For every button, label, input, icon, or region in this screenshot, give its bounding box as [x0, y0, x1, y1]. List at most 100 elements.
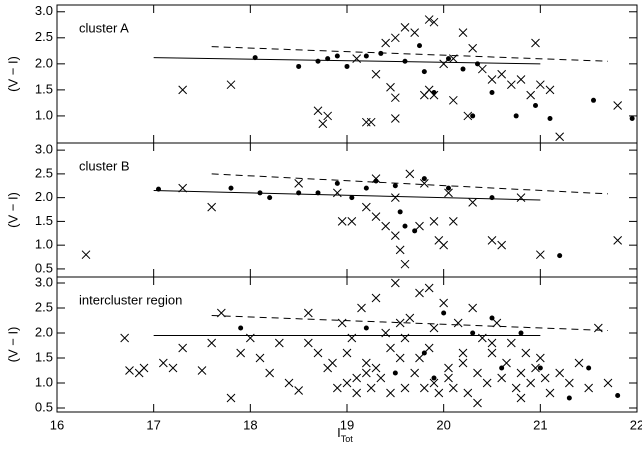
cross-point: [390, 33, 400, 43]
y-tick-label: 2.5: [35, 299, 53, 314]
dot-point: [489, 195, 495, 201]
cross-point: [207, 338, 217, 348]
fit-line: [153, 57, 541, 65]
dot-point: [629, 116, 635, 122]
y-tick-label: 1.0: [35, 107, 53, 122]
cross-point: [294, 179, 304, 188]
dot-point: [421, 69, 427, 75]
dot-point: [344, 63, 350, 69]
cross-point: [405, 169, 415, 179]
cross-point: [521, 348, 531, 358]
cross-point: [120, 333, 130, 343]
cross-point: [395, 318, 405, 328]
cross-point: [535, 80, 545, 90]
dot-point: [402, 223, 408, 229]
x-axis-label-sub: Tot: [341, 434, 354, 444]
dot-point: [537, 365, 543, 371]
cross-point: [361, 358, 371, 368]
y-tick-label: 0.5: [35, 399, 53, 414]
cross-point: [463, 388, 473, 398]
cross-point: [531, 38, 540, 48]
cross-point: [511, 383, 521, 393]
cross-point: [361, 117, 371, 127]
cross-point: [429, 90, 439, 100]
cross-point: [458, 28, 468, 37]
y-tick-label: 1.0: [35, 237, 53, 252]
cross-point: [453, 318, 463, 328]
dashed-line: [211, 173, 609, 195]
dot-point: [470, 113, 476, 119]
dashed-line: [211, 315, 609, 331]
cross-point: [603, 378, 613, 388]
dot-point: [334, 53, 340, 59]
cross-point: [419, 179, 429, 188]
cross-point: [482, 378, 492, 388]
y-tick-label: 0.5: [35, 260, 53, 275]
cross-point: [506, 80, 516, 90]
cross-point: [531, 363, 540, 373]
dot-point: [417, 43, 422, 49]
panel-frame: [56, 142, 638, 278]
dot-point: [566, 395, 572, 401]
cross-point: [439, 298, 449, 308]
cross-point: [487, 348, 497, 358]
cross-point: [376, 373, 386, 383]
cross-point: [400, 383, 410, 393]
y-tick-label: 1.5: [35, 349, 53, 364]
cross-point: [487, 236, 497, 245]
y-tick-label: 1.5: [35, 213, 53, 228]
cross-point: [395, 245, 405, 255]
cross-point: [415, 353, 424, 363]
cross-point: [415, 221, 424, 231]
x-tick-label: 20: [436, 417, 450, 432]
cross-point: [337, 217, 347, 226]
cross-point: [473, 398, 482, 408]
dot-point: [533, 103, 538, 109]
cross-point: [429, 378, 439, 388]
cross-point: [352, 373, 362, 383]
dot-point: [296, 63, 302, 69]
cross-point: [347, 217, 357, 226]
cross-point: [458, 348, 468, 358]
cross-point: [506, 338, 516, 348]
cross-point: [274, 338, 284, 348]
cross-point: [158, 358, 168, 368]
cross-point: [361, 368, 371, 378]
cross-point: [390, 93, 400, 103]
cross-point: [497, 240, 507, 250]
x-axis-label: ITot: [337, 425, 353, 444]
cross-point: [323, 111, 333, 121]
cross-point: [535, 353, 545, 363]
dot-point: [325, 56, 331, 62]
y-axis-label: (V − I): [5, 327, 20, 363]
cross-point: [535, 250, 545, 260]
cross-point: [313, 348, 323, 358]
y-axis-label: (V − I): [5, 56, 20, 92]
cross-point: [371, 363, 381, 373]
cross-point: [516, 75, 526, 84]
cross-point: [439, 240, 449, 250]
cross-point: [444, 363, 453, 373]
panel-title: cluster A: [79, 20, 129, 35]
panel-title: cluster B: [79, 158, 130, 173]
y-tick-label: 2.0: [35, 324, 53, 339]
cross-point: [342, 348, 352, 358]
dot-point: [586, 365, 592, 371]
cross-point: [332, 383, 342, 393]
cross-point: [468, 43, 478, 53]
dot-point: [499, 365, 505, 371]
y-tick-label: 3.0: [35, 3, 53, 18]
x-tick-label: 16: [50, 417, 64, 432]
y-tick-label: 3.0: [35, 274, 53, 289]
cross-point: [178, 343, 188, 353]
dot-point: [489, 89, 495, 95]
cross-point: [405, 313, 415, 323]
cross-point: [386, 388, 395, 398]
dot-point: [373, 178, 379, 184]
panel-title: intercluster region: [79, 292, 182, 307]
cross-point: [584, 383, 594, 393]
cross-point: [593, 323, 603, 333]
cross-point: [448, 217, 458, 226]
cross-point: [386, 82, 395, 92]
cross-point: [352, 388, 362, 398]
